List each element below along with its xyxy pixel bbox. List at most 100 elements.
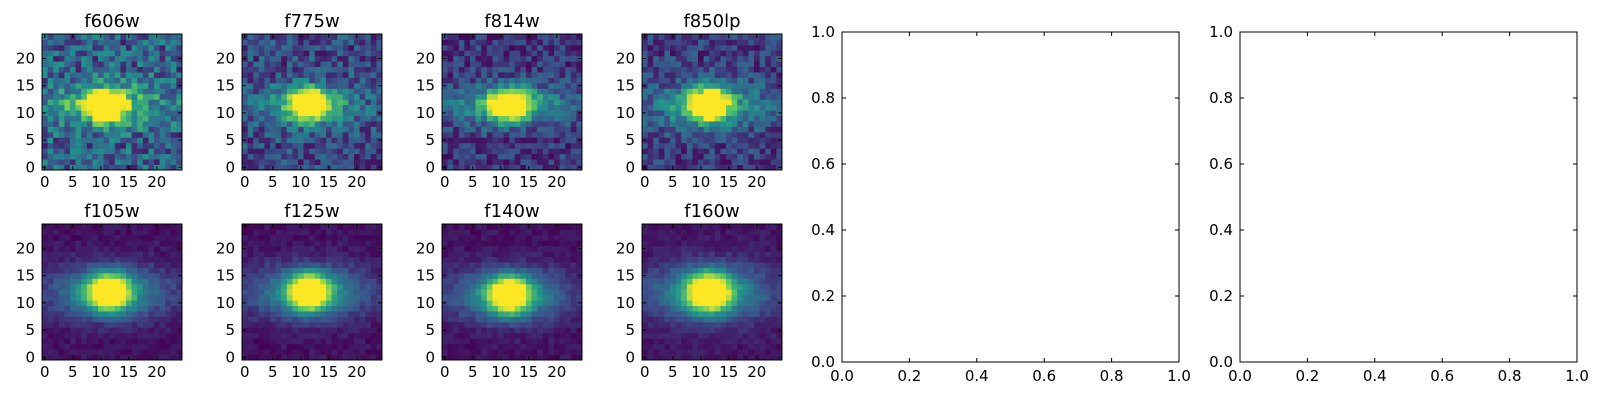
x-tick-label: 10 [91,173,110,191]
image-pixel [142,39,149,46]
image-pixel [264,294,271,301]
image-pixel [42,267,48,274]
image-pixel [64,137,71,144]
image-pixel [509,321,516,328]
image-pixel [370,349,377,355]
image-pixel [576,332,583,339]
image-pixel [137,251,144,258]
image-pixel [81,267,88,274]
image-pixel [137,44,144,51]
image-pixel [47,159,54,165]
image-pixel [264,354,271,361]
image-pixel [165,131,172,138]
image-pixel [298,50,304,57]
image-pixel [714,131,721,138]
image-pixel [109,332,116,339]
image-pixel [675,332,682,339]
image-pixel [98,256,104,263]
image-pixel [64,142,71,149]
image-pixel [258,224,265,230]
image-pixel [759,121,766,127]
image-pixel [148,332,155,339]
x-tick-label: 15 [519,173,538,191]
image-pixel [120,354,127,361]
image-pixel [559,272,566,279]
image-pixel [481,115,488,122]
image-pixel [170,256,177,263]
image-pixel [281,110,288,116]
image-pixel [75,343,82,350]
image-pixel [681,110,688,116]
image-pixel [737,61,744,68]
image-pixel [58,142,65,149]
image-pixel [303,164,310,171]
image-pixel [720,137,727,144]
image-pixel [75,131,82,138]
image-pixel [726,153,732,160]
image-pixel [270,229,276,236]
image-pixel [576,88,583,95]
image-pixel [247,39,254,46]
image-pixel [281,327,288,334]
image-pixel [703,148,710,155]
image-pixel [337,251,344,258]
image-pixel [686,294,693,301]
image-pixel [247,131,254,138]
image-pixel [137,300,144,306]
image-pixel [137,294,144,301]
image-pixel [481,61,488,68]
image-pixel [292,321,299,328]
image-pixel [642,93,648,100]
image-pixel [81,305,88,312]
image-pixel [658,332,665,339]
image-pixel [453,88,460,95]
image-pixel [131,256,138,263]
image-pixel [447,153,454,160]
image-pixel [281,262,288,268]
image-pixel [531,121,538,127]
x-tick-label: 5 [268,363,278,381]
image-pixel [754,316,760,323]
image-pixel [253,240,260,247]
image-pixel [675,343,682,350]
image-pixel [537,300,544,306]
image-pixel [275,311,282,317]
image-pixel [354,55,360,62]
image-pixel [314,321,321,328]
image-pixel [647,354,654,361]
image-pixel [686,131,693,138]
image-pixel [726,72,732,78]
image-pixel [81,240,88,247]
image-pixel [737,305,744,312]
image-pixel [692,316,699,323]
image-pixel [576,278,583,285]
image-pixel [154,251,160,258]
image-pixel [154,267,160,274]
image-pixel [720,115,727,122]
image-pixel [142,311,149,317]
image-pixel [776,44,783,51]
image-pixel [309,327,316,334]
image-pixel [686,283,693,290]
image-pixel [503,278,510,285]
image-pixel [754,148,760,155]
image-pixel [664,349,671,355]
image-pixel [64,338,71,345]
image-pixel [370,251,377,258]
image-pixel [481,283,488,290]
image-pixel [653,50,660,57]
image-pixel [554,131,560,138]
image-pixel [292,332,299,339]
image-pixel [737,50,744,57]
image-pixel [170,159,177,165]
image-pixel [370,66,377,73]
image-pixel [554,82,560,89]
image-pixel [131,245,138,252]
image-pixel [709,278,716,285]
image-pixel [320,153,327,160]
image-pixel [647,126,654,133]
image-pixel [292,88,299,95]
image-pixel [531,354,538,361]
y-tick-label: 20 [16,239,35,257]
image-pixel [475,343,482,350]
